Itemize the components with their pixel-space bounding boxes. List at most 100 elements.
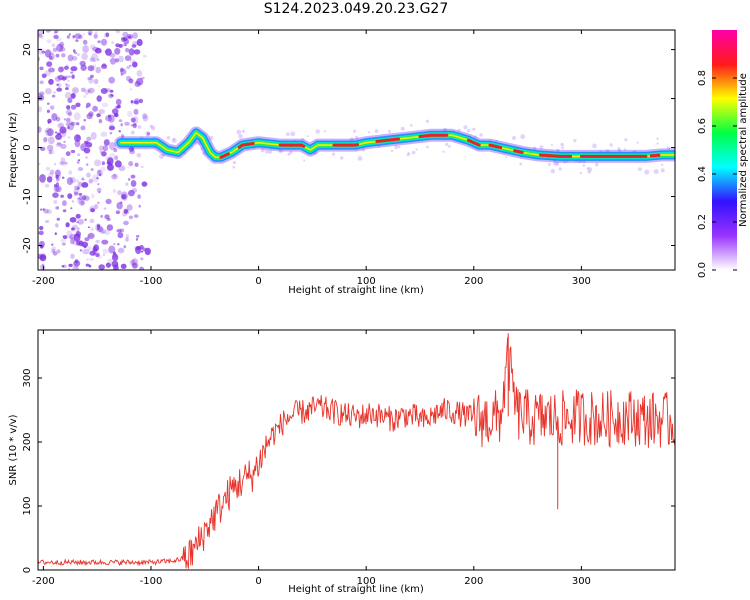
snr-x-tick-label: 200 (464, 576, 483, 587)
noise-speckle (58, 122, 64, 128)
noise-speckle (46, 109, 51, 114)
snr-frame (37, 329, 676, 571)
noise-speckle (105, 32, 110, 38)
colorbar-tick-label: 0.4 (697, 166, 708, 182)
noise-speckle (88, 178, 94, 184)
noise-speckle (38, 106, 43, 113)
noise-speckle (129, 64, 132, 67)
noise-speckle (83, 95, 86, 98)
noise-speckle (39, 174, 46, 183)
ridge-halo-speckle (636, 141, 639, 144)
noise-speckle (70, 176, 76, 184)
ridge-halo-speckle (238, 134, 243, 139)
noise-speckle (99, 150, 103, 154)
noise-speckle (72, 56, 78, 61)
noise-speckle (144, 247, 151, 256)
noise-speckle (113, 173, 117, 178)
noise-speckle (53, 185, 60, 193)
noise-speckle (140, 165, 144, 169)
ridge-halo-speckle (410, 124, 413, 127)
noise-speckle (83, 147, 91, 154)
noise-speckle (75, 102, 81, 108)
spectrogram-frame (37, 29, 676, 271)
noise-speckle (78, 192, 83, 196)
noise-speckle (130, 117, 136, 123)
noise-speckle (48, 150, 52, 155)
noise-speckle (116, 202, 123, 210)
ridge-halo-speckle (445, 142, 449, 147)
ridge-halo-speckle (388, 130, 391, 133)
spectrogram-x-tick-label: -100 (140, 276, 163, 287)
noise-speckle (136, 38, 143, 47)
ridge-halo-speckle (512, 136, 516, 140)
noise-speckle (72, 35, 75, 39)
noise-speckle (61, 265, 65, 268)
noise-speckle (75, 241, 81, 246)
noise-speckle (125, 47, 130, 53)
noise-speckle (51, 248, 56, 254)
ridge-halo-speckle (623, 148, 627, 151)
noise-speckle (105, 262, 111, 268)
noise-speckle (118, 130, 121, 133)
noise-speckle (71, 200, 75, 203)
noise-speckle (100, 166, 106, 172)
noise-speckle (137, 194, 142, 199)
noise-speckle (85, 263, 90, 267)
noise-speckle (73, 188, 80, 195)
noise-speckle (94, 78, 99, 85)
noise-speckle (130, 100, 134, 104)
noise-speckle (77, 197, 80, 200)
noise-speckle (68, 33, 71, 36)
noise-speckle (127, 110, 133, 117)
noise-speckle (117, 104, 121, 109)
noise-speckle (116, 228, 122, 233)
noise-speckle (128, 78, 134, 84)
noise-speckle (39, 66, 44, 71)
ridge-halo-speckle (407, 152, 411, 155)
noise-speckle (133, 100, 139, 104)
ridge-halo-speckle (653, 169, 659, 175)
noise-speckle (127, 189, 135, 197)
noise-speckle (45, 88, 52, 95)
noise-speckle (105, 48, 112, 56)
ridge-halo-speckle (560, 142, 564, 147)
noise-speckle (57, 142, 62, 146)
noise-speckle (67, 75, 72, 78)
noise-speckle (51, 94, 56, 98)
noise-speckle (80, 200, 85, 206)
noise-speckle (107, 114, 111, 118)
ridge-halo-speckle (609, 143, 613, 147)
noise-speckle (103, 207, 107, 210)
ridge-halo-speckle (415, 148, 418, 151)
noise-speckle (38, 126, 42, 133)
ridge-peak (278, 143, 306, 148)
noise-speckle (96, 227, 99, 231)
noise-speckle (47, 121, 50, 124)
page-title: S124.2023.049.20.23.G27 (263, 1, 449, 17)
noise-speckle (82, 39, 88, 45)
noise-speckle (110, 57, 116, 65)
snr-y-tick-label: 100 (22, 496, 33, 515)
noise-speckle (62, 209, 67, 213)
noise-speckle (104, 214, 110, 220)
noise-speckle (111, 253, 119, 262)
noise-speckle (108, 125, 116, 131)
noise-speckle (87, 87, 95, 94)
noise-speckle (67, 54, 74, 62)
ridge-halo-speckle (519, 162, 523, 166)
noise-speckle (102, 231, 105, 234)
ridge-halo-speckle (474, 135, 477, 138)
noise-speckle (96, 170, 103, 177)
noise-speckle (66, 177, 73, 186)
noise-speckle (138, 204, 141, 208)
noise-speckle (108, 245, 116, 254)
noise-speckle (109, 142, 116, 151)
noise-speckle (55, 133, 62, 140)
noise-speckle (65, 122, 70, 127)
noise-speckle (138, 98, 144, 104)
noise-speckle (51, 243, 54, 246)
ridge-halo-speckle (136, 153, 142, 158)
noise-speckle (39, 80, 44, 85)
noise-speckle (97, 169, 101, 174)
noise-speckle (40, 35, 44, 39)
